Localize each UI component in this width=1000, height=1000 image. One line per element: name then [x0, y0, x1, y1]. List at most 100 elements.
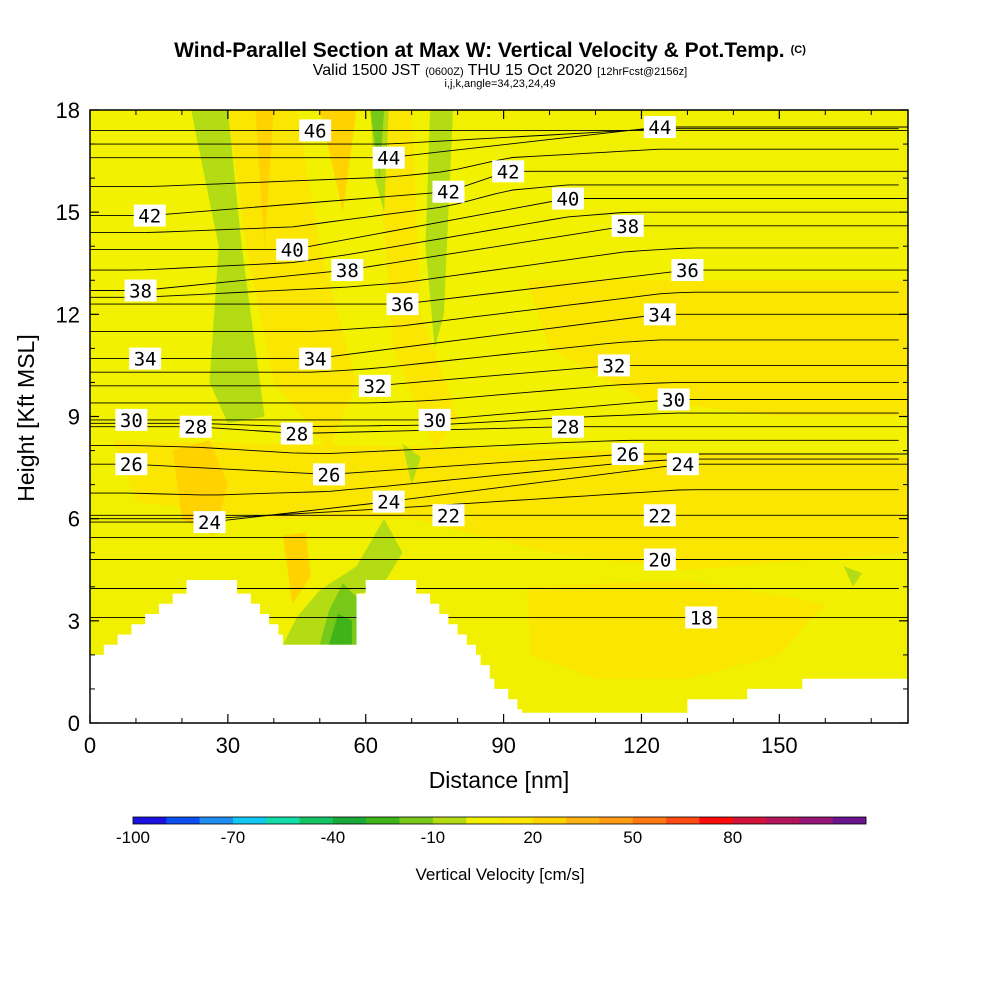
- colorbar-swatch: [832, 817, 867, 824]
- theta-contour: [90, 381, 899, 404]
- colorbar-swatch: [699, 817, 734, 824]
- colorbar-swatch: [299, 817, 334, 824]
- colorbar: -100 -70 -40 -10 20 50 80: [116, 816, 867, 847]
- theta-contour: [90, 211, 899, 271]
- svg-text:34: 34: [648, 304, 671, 326]
- contour-label: 24: [193, 511, 226, 534]
- terrain: [90, 580, 908, 723]
- svg-text:36: 36: [676, 260, 699, 282]
- colorbar-swatch: [366, 817, 400, 824]
- colorbar-swatch: [199, 817, 234, 824]
- y-tick-label: 9: [68, 405, 80, 430]
- svg-text:24: 24: [671, 454, 694, 476]
- contour-label: 42: [133, 204, 166, 228]
- x-tick-label: 90: [491, 733, 515, 758]
- y-tick-label: 15: [56, 200, 80, 225]
- svg-text:24: 24: [198, 512, 221, 534]
- contour-label: 38: [611, 214, 644, 238]
- theta-contour: [90, 128, 899, 145]
- contour-label: 38: [124, 279, 157, 302]
- velocity-region: [283, 518, 403, 645]
- colorbar-tick-label: -100: [116, 828, 150, 847]
- chart-subtitle-indices: i,j,k,angle=34,23,24,49: [444, 78, 555, 90]
- contour-label: 30: [418, 408, 451, 432]
- theta-contour: [90, 458, 899, 496]
- velocity-region: [283, 532, 311, 604]
- colorbar-tick-label: -10: [421, 828, 446, 847]
- velocity-region: [191, 110, 265, 424]
- svg-text:24: 24: [377, 492, 400, 514]
- velocity-region: [374, 110, 458, 451]
- theta-contour: [90, 126, 908, 159]
- y-tick-label: 18: [56, 98, 80, 123]
- contour-label: 30: [115, 408, 148, 432]
- y-tick-label: 0: [68, 711, 80, 736]
- contour-label: 28: [179, 415, 212, 439]
- svg-text:40: 40: [556, 189, 579, 211]
- colorbar-swatch: [232, 817, 267, 824]
- contour-label: 26: [611, 442, 644, 466]
- colorbar-swatch: [133, 817, 167, 824]
- contour-label: 40: [276, 238, 309, 262]
- svg-text:30: 30: [423, 410, 446, 432]
- svg-text:30: 30: [662, 389, 685, 411]
- x-tick-label: 150: [761, 733, 798, 758]
- contour-label: 40: [551, 187, 584, 211]
- contour-label: 32: [358, 374, 391, 398]
- contour-label: 34: [643, 303, 676, 326]
- svg-text:40: 40: [281, 240, 304, 262]
- colorbar-tick-label: 50: [623, 828, 642, 847]
- theta-contour: [90, 269, 908, 305]
- svg-text:20: 20: [648, 550, 671, 572]
- contour-label: 28: [551, 415, 584, 439]
- svg-text:34: 34: [134, 349, 157, 371]
- svg-text:42: 42: [138, 206, 161, 228]
- colorbar-swatch: [466, 817, 500, 824]
- svg-text:38: 38: [336, 260, 359, 282]
- theta-contour: [90, 439, 899, 455]
- theta-contour: [90, 198, 908, 251]
- svg-text:34: 34: [304, 349, 327, 371]
- colorbar-swatch: [399, 817, 434, 824]
- x-tick-label: 120: [623, 733, 660, 758]
- contour-label: 22: [432, 504, 465, 527]
- y-tick-label: 6: [68, 507, 80, 532]
- colorbar-tick-label: -70: [221, 828, 246, 847]
- contour-label: 36: [386, 293, 419, 316]
- chart-title: Wind-Parallel Section at Max W: Vertical…: [174, 39, 806, 62]
- svg-text:42: 42: [497, 161, 520, 183]
- contour-label: 42: [432, 180, 465, 204]
- theta-contour: [90, 339, 899, 373]
- svg-text:44: 44: [377, 148, 400, 170]
- colorbar-swatch: [732, 817, 767, 824]
- svg-text:18: 18: [690, 607, 713, 629]
- velocity-region: [402, 443, 421, 485]
- colorbar-tick-label: 80: [723, 828, 742, 847]
- y-axis-title: Height [Kft MSL]: [13, 334, 39, 501]
- svg-text:44: 44: [648, 117, 671, 139]
- y-tick-label: 3: [68, 609, 80, 634]
- theta-contour: [90, 364, 908, 387]
- contour-label: 32: [597, 354, 630, 377]
- colorbar-swatch: [566, 817, 600, 824]
- colorbar-title: Vertical Velocity [cm/s]: [415, 865, 584, 884]
- theta-contour: [90, 412, 899, 428]
- contour-label: 26: [115, 453, 148, 476]
- y-tick-label: 12: [56, 302, 80, 327]
- x-tick-label: 0: [84, 733, 96, 758]
- svg-text:28: 28: [285, 424, 308, 446]
- svg-text:30: 30: [120, 410, 143, 432]
- svg-text:42: 42: [437, 182, 460, 204]
- contour-label: 22: [643, 504, 676, 527]
- contour-label: 20: [643, 548, 676, 572]
- contour-label: 24: [372, 490, 405, 514]
- contour-label: 42: [492, 160, 525, 183]
- contour-label: 26: [312, 463, 345, 486]
- colorbar-swatch: [632, 817, 667, 824]
- svg-text:22: 22: [648, 505, 671, 527]
- colorbar-swatch: [799, 817, 833, 824]
- x-tick-label: 60: [353, 733, 377, 758]
